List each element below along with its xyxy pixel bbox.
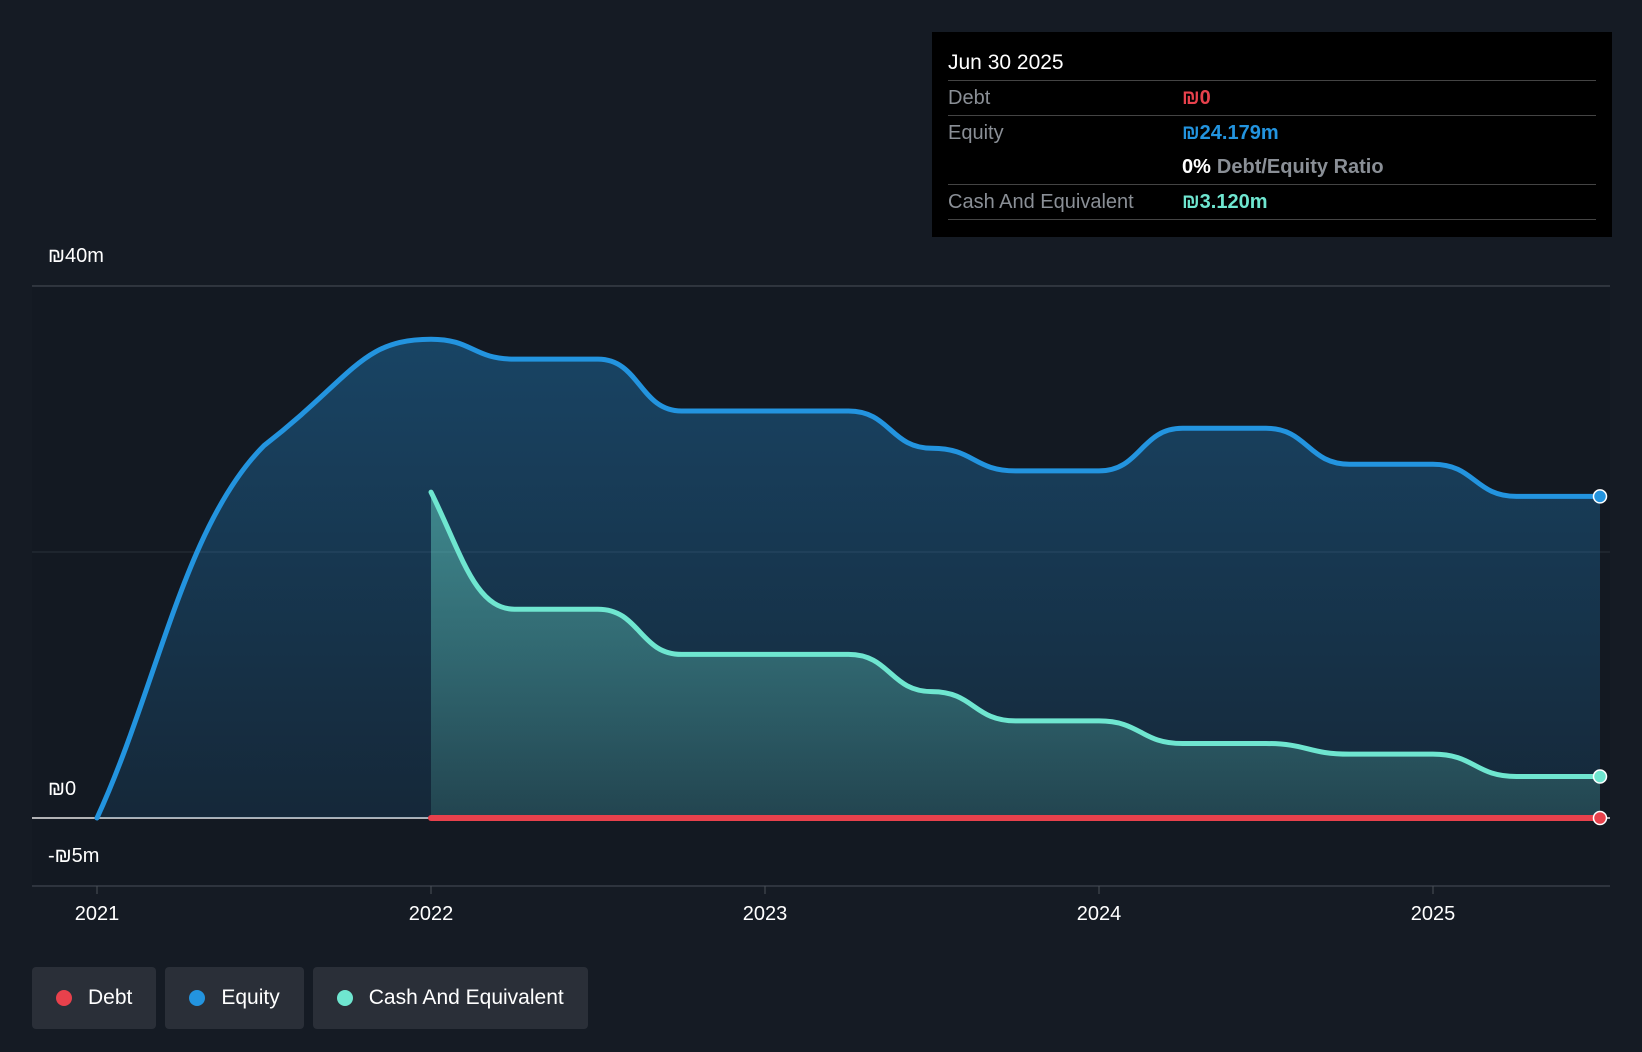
tooltip-equity-row: Equity ₪24.179m (948, 116, 1596, 150)
equity-end-marker (1592, 489, 1608, 504)
legend-label-debt: Debt (88, 986, 133, 1009)
legend-item-cash[interactable]: Cash And Equivalent (312, 967, 588, 1029)
tooltip-debt-value: ₪0 (1182, 87, 1211, 109)
cash-and-equivalent-area (431, 492, 1600, 818)
x-tick-label: 2025 (1411, 903, 1456, 925)
tooltip-ratio-value: 0% (1182, 156, 1211, 178)
legend-label-cash: Cash And Equivalent (368, 986, 564, 1009)
tooltip-cash-label: Cash And Equivalent (948, 191, 1134, 213)
x-tick-label: 2024 (1077, 903, 1122, 925)
tooltip-cash-row: Cash And Equivalent ₪3.120m (948, 185, 1596, 220)
equity-line (94, 336, 1603, 821)
cash-and-equivalent-line (428, 489, 1603, 780)
y-tick-label: -₪5m (48, 845, 99, 867)
cash-dot-icon (336, 990, 353, 1006)
tooltip-ratio-row: 0% Debt/Equity Ratio (948, 150, 1596, 185)
tooltip-ratio-spacer (948, 150, 1182, 184)
tooltip-debt-label: Debt (948, 87, 991, 109)
tooltip-debt-row: Debt ₪0 (948, 81, 1596, 116)
cash-and-equivalent-end-marker (1592, 769, 1608, 784)
tooltip-date: Jun 30 2025 (948, 46, 1596, 81)
y-tick-label: ₪40m (48, 245, 104, 267)
y-axis-ticks: ₪40m ₪0 -₪5m (48, 245, 104, 867)
x-tick-label: 2022 (409, 903, 454, 925)
tooltip-equity-label: Equity (948, 122, 1004, 144)
tooltip: Jun 30 2025 Debt ₪0 Equity ₪24.179m 0% D… (932, 32, 1612, 237)
debt-end-marker (1592, 810, 1608, 826)
x-tick-label: 2021 (75, 903, 120, 925)
legend-label-equity: Equity (221, 986, 280, 1009)
end-markers (1592, 489, 1608, 826)
x-axis-ticks: 2021 2022 2023 2024 2025 (75, 886, 1456, 925)
x-tick-label: 2023 (743, 903, 788, 925)
series-areas (97, 339, 1600, 818)
debt-dot-icon (56, 990, 72, 1006)
legend-item-debt[interactable]: Debt (32, 967, 157, 1029)
tooltip-cash-value: ₪3.120m (1182, 191, 1268, 213)
tooltip-equity-value: ₪24.179m (1182, 122, 1279, 144)
future-shade (1610, 0, 1642, 960)
chart: ₪40m ₪0 -₪5m 2021 2022 2023 2024 2025 (32, 0, 1642, 960)
legend: Debt Equity Cash And Equivalent (32, 967, 588, 1029)
equity-dot-icon (189, 990, 206, 1006)
y-tick-label: ₪0 (48, 778, 76, 800)
series-lines (94, 336, 1603, 821)
legend-item-equity[interactable]: Equity (165, 967, 304, 1029)
tooltip-ratio-label: Debt/Equity Ratio (1216, 156, 1384, 178)
